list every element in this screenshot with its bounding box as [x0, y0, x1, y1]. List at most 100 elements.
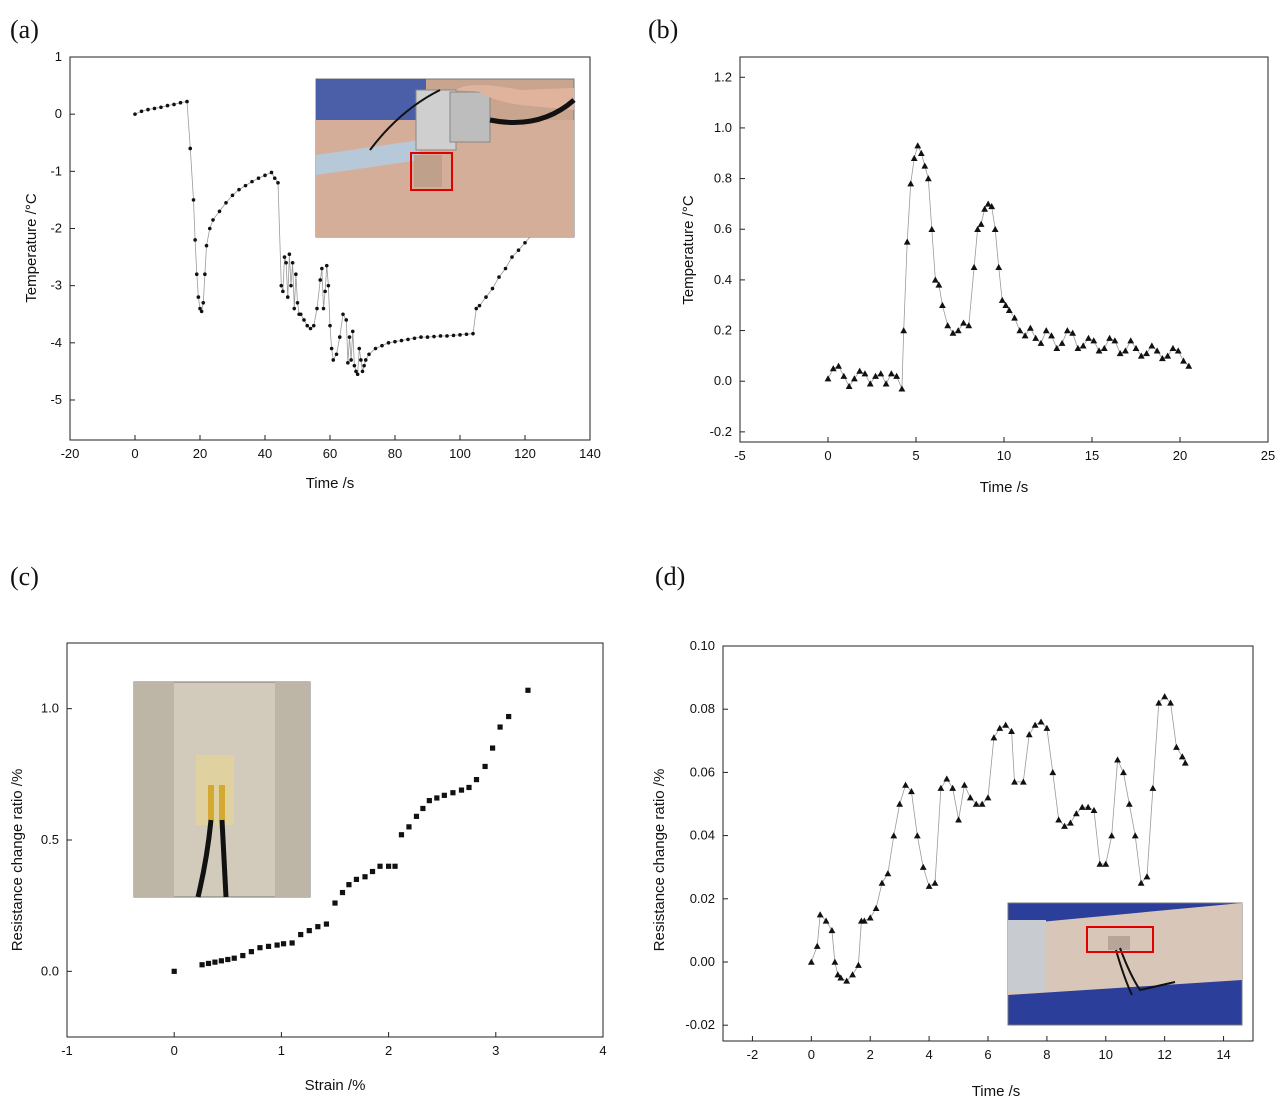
panel-c-data-point	[458, 787, 465, 793]
panel-c-letter: (c)	[10, 562, 39, 591]
panel-b-x-axis-label: Time /s	[980, 479, 1029, 496]
panel-a-data-point	[490, 286, 495, 291]
panel-b-y-tick-label: 0.6	[714, 221, 732, 236]
panel-a-x-tick-label: 140	[579, 446, 601, 461]
panel-d-data-point	[937, 784, 945, 791]
panel-c-data-point	[171, 968, 177, 974]
panel-a-data-point	[393, 339, 397, 344]
panel-c-x-axis-label: Strain /%	[305, 1077, 366, 1094]
panel-c-data-point	[406, 824, 412, 830]
panel-a-data-point	[362, 363, 366, 368]
panel-b-data-point	[1137, 352, 1145, 359]
panel-b-data-point	[1148, 342, 1156, 349]
panel-b-data-point	[851, 375, 858, 382]
panel-b-data-point	[970, 263, 978, 270]
panel-d-data-point	[1067, 819, 1074, 826]
panel-a-data-point	[352, 363, 357, 368]
panel-b-data-point	[1016, 327, 1024, 334]
panel-c-data-point	[248, 949, 254, 955]
panel-d-data-point	[913, 832, 921, 839]
panel-d-data-point	[1096, 860, 1104, 867]
panel-a-data-point	[196, 295, 201, 299]
panel-a-data-point	[207, 226, 212, 231]
panel-a-data-point	[503, 266, 508, 271]
panel-c-data-point	[466, 784, 472, 791]
panel-b-data-point	[939, 301, 946, 308]
panel-d-data-point	[828, 927, 836, 934]
panel-b-data-point	[1127, 337, 1135, 344]
panel-d-data-point	[1102, 860, 1110, 867]
panel-a-data-point	[523, 240, 527, 245]
panel-d-data-point	[1084, 803, 1092, 810]
panel-a-x-tick-label: 20	[193, 446, 207, 461]
panel-a-data-point	[324, 263, 329, 268]
panel-b-data-point	[1085, 334, 1092, 341]
panel-a-data-point	[308, 326, 313, 331]
panel-b-data-point	[981, 205, 989, 212]
panel-d-data-point	[1072, 810, 1080, 817]
panel-b-data-point	[995, 263, 1003, 270]
panel-b-data-point	[872, 372, 879, 379]
panel-b-data-point	[1027, 324, 1034, 331]
panel-b-letter: (b)	[648, 15, 678, 44]
panel-a-y-tick-label: -4	[50, 335, 62, 350]
panel-b-data-point	[845, 382, 853, 389]
panel-c-data-point	[426, 798, 432, 804]
panel-a-data-point	[341, 312, 345, 317]
panel-a-data-point	[294, 272, 298, 277]
panel-a-data-point	[285, 295, 290, 299]
panel-a-letter: (a)	[10, 15, 39, 44]
panel-b-data-point	[856, 367, 864, 374]
panel-a-data-point	[284, 260, 288, 265]
panel-b-data-point	[931, 276, 939, 283]
panel-c-data-point	[441, 792, 447, 798]
panel-d-data-point	[837, 974, 845, 981]
panel-b-data-point	[835, 362, 842, 369]
panel-c-data-point	[434, 795, 440, 801]
panel-b-series	[824, 142, 1193, 392]
panel-c-data-point	[525, 687, 531, 693]
panel-a-data-point	[399, 338, 404, 343]
panel-a-data-point	[298, 312, 303, 317]
panel-d-data-point	[949, 784, 957, 791]
panel-b-data-point	[907, 180, 915, 187]
panel-a-data-point	[497, 275, 501, 279]
panel-b-data-point	[1132, 344, 1140, 352]
panel-d-data-point	[1108, 832, 1116, 839]
panel-a-data-point	[305, 323, 310, 328]
panel-d-x-tick-label: 10	[1099, 1047, 1113, 1062]
panel-d-data-point	[1037, 718, 1045, 725]
panel-a-data-point	[290, 260, 295, 265]
panel-a-x-tick-label: 0	[131, 446, 138, 461]
panel-a-data-point	[152, 106, 157, 111]
panel-b-data-point	[998, 296, 1006, 303]
panel-c-data-point	[280, 941, 287, 947]
panel-a-y-tick-label: -3	[50, 278, 62, 293]
panel-a-x-tick-label: -20	[61, 446, 80, 461]
panel-d-data-point	[855, 961, 862, 968]
panel-b-data-point	[960, 319, 967, 326]
panel-a-series	[133, 99, 547, 377]
panel-a-data-point	[484, 295, 488, 299]
panel-b-data-point	[1058, 339, 1066, 346]
panel-a-data-point	[188, 146, 193, 151]
panel-b-data-point	[974, 225, 981, 232]
panel-a-data-point	[419, 335, 423, 339]
panel-c-data-point	[473, 776, 480, 783]
panel-d-data-point	[931, 879, 939, 886]
panel-d-data-point	[1061, 822, 1068, 829]
panel-a-data-point	[458, 333, 462, 337]
panel-d-data-point	[1125, 800, 1133, 807]
panel-b-y-tick-label: 1.2	[714, 69, 732, 84]
panel-a-x-tick-label: 100	[449, 446, 471, 461]
panel-c-x-tick-label: 1	[278, 1043, 285, 1058]
panel-b-x-tick-label: 15	[1085, 448, 1099, 463]
panel-b-data-point	[1122, 347, 1129, 354]
panel-b-data-point	[1037, 339, 1045, 346]
panel-a-data-point	[344, 318, 349, 322]
panel-d-data-point	[1178, 753, 1186, 760]
panel-d-data-point	[1002, 721, 1010, 728]
panel-d-letter: (d)	[655, 562, 685, 591]
panel-a-data-point	[346, 361, 350, 365]
panel-b-data-point	[887, 370, 895, 377]
